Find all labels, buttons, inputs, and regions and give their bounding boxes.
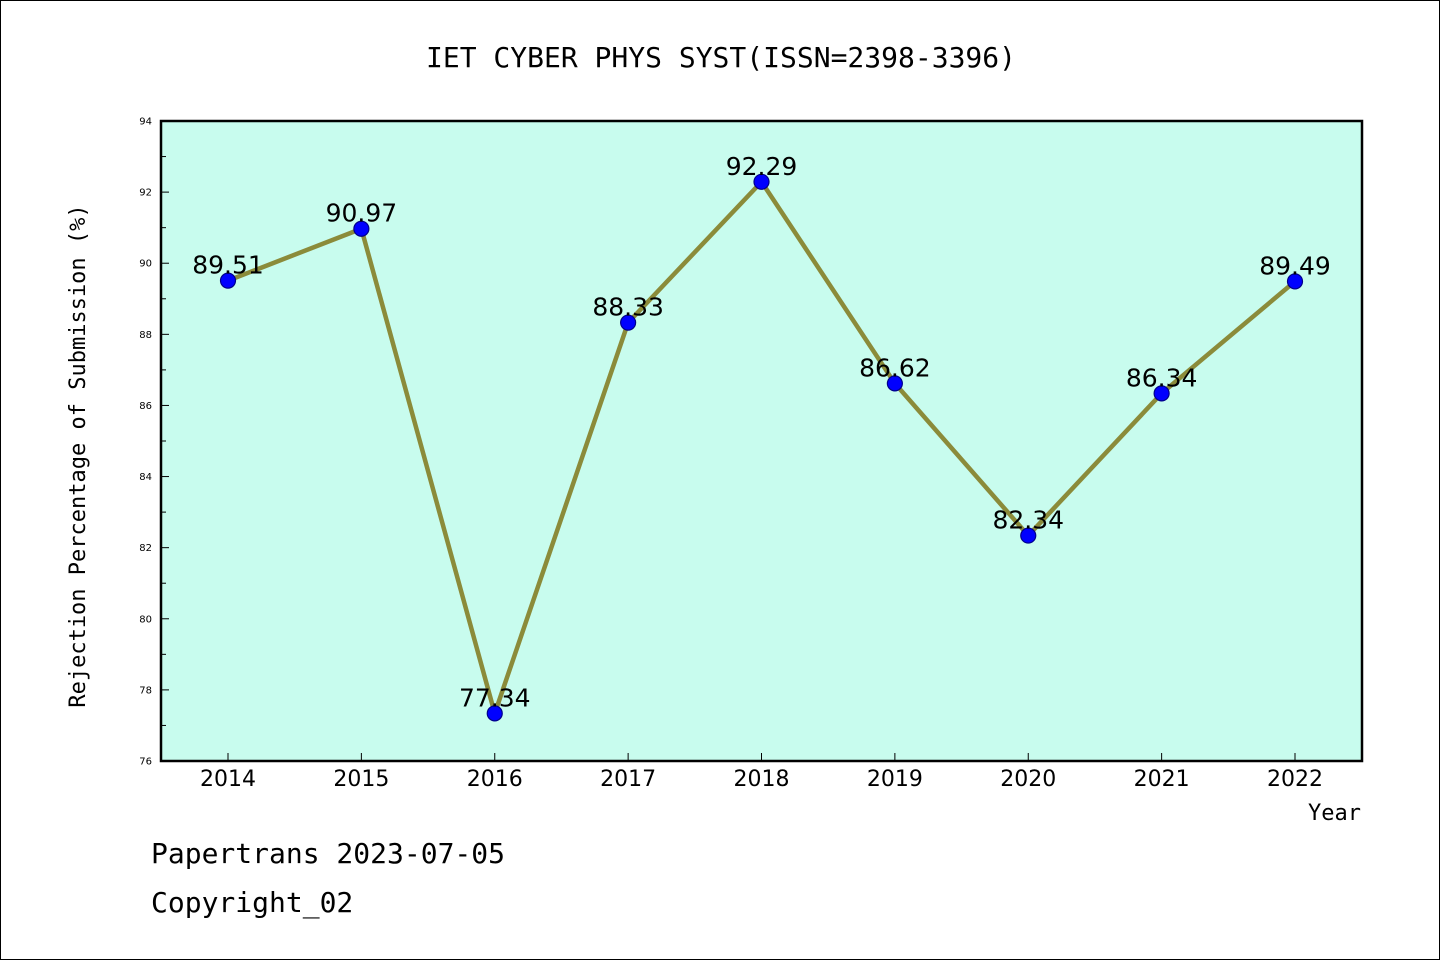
x-tick-label: 2015 <box>333 767 389 792</box>
plot-border <box>159 119 1364 763</box>
data-label: 90.97 <box>326 199 398 228</box>
data-label: 89.51 <box>192 251 264 280</box>
y-tick-label: 76 <box>139 757 152 768</box>
x-tick-label: 2021 <box>1134 767 1190 792</box>
x-tick-label: 2019 <box>867 767 923 792</box>
data-point-marker <box>353 220 370 237</box>
y-tick-label: 92 <box>139 188 152 199</box>
data-point-marker <box>620 314 637 331</box>
x-tick-label: 2017 <box>600 767 656 792</box>
y-tick-label: 80 <box>139 614 152 625</box>
data-label: 92.29 <box>726 152 798 181</box>
x-axis: 2014 2015 2016 2017 2018 2019 2020 2021 2022 <box>200 753 1323 792</box>
y-tick-label: 94 <box>139 117 152 128</box>
x-tick-label: 2018 <box>734 767 790 792</box>
data-point-marker <box>753 173 770 190</box>
data-label: 86.34 <box>1126 363 1198 392</box>
y-tick-label: 88 <box>139 330 152 341</box>
x-tick-label: 2014 <box>200 767 256 792</box>
y-tick-label: 82 <box>139 543 152 554</box>
y-axis-label: Rejection Percentage of Submission (%) <box>66 204 91 707</box>
y-tick-label: 86 <box>139 401 152 412</box>
footer-copyright: Copyright_02 <box>151 886 354 919</box>
x-tick-label: 2020 <box>1000 767 1056 792</box>
data-point-marker <box>886 375 903 392</box>
x-axis-label: Year <box>1308 801 1361 826</box>
data-label: 88.33 <box>592 293 664 322</box>
data-point-marker <box>1020 527 1037 544</box>
data-label: 89.49 <box>1259 251 1331 280</box>
data-label: 82.34 <box>992 506 1064 535</box>
chart-title: IET CYBER PHYS SYST(ISSN=2398-3396) <box>426 41 1016 74</box>
footer-date: Papertrans 2023-07-05 <box>151 837 506 870</box>
y-tick-label: 78 <box>139 685 152 696</box>
x-tick-label: 2022 <box>1267 767 1323 792</box>
data-point-marker <box>486 705 503 722</box>
data-point-marker <box>1153 385 1170 402</box>
x-tick-label: 2016 <box>467 767 523 792</box>
data-label: 86.62 <box>859 353 931 382</box>
data-point-marker <box>1286 273 1304 290</box>
data-point-marker <box>219 272 237 289</box>
y-axis: 76 78 80 82 84 86 88 90 92 94 <box>139 117 169 768</box>
y-tick-label: 90 <box>139 259 152 270</box>
markers-group <box>219 173 1304 722</box>
data-label: 77.34 <box>459 683 531 712</box>
data-labels-group: 89.51 90.97 77.34 88.33 92.29 86.62 82.34 86.34… <box>192 152 1331 713</box>
y-tick-label: 84 <box>139 472 152 483</box>
